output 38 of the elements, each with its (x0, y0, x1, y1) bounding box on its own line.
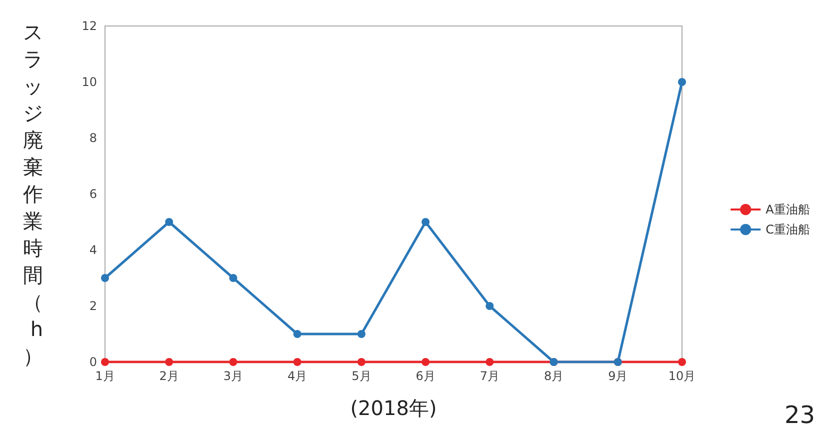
point (229, 358, 238, 366)
point (357, 358, 366, 366)
text: スラッジ廃棄作業時間（h） (23, 20, 43, 368)
legend-label: C重油船 (766, 222, 810, 236)
x-tick-label: 9月 (608, 369, 628, 383)
point (101, 274, 109, 282)
point (678, 78, 686, 86)
y-tick-label: 12 (82, 19, 97, 33)
x-tick-label: 2月 (159, 369, 179, 383)
y-tick-label: 4 (89, 243, 97, 257)
x-tick-label: 10月 (668, 369, 696, 383)
x-tick-label: 8月 (544, 369, 564, 383)
point (229, 274, 238, 282)
point (165, 358, 174, 366)
x-tick-label: 4月 (288, 369, 308, 383)
text: 23 (784, 401, 816, 429)
x-tick-label: 1月 (95, 369, 115, 383)
point (678, 358, 686, 366)
y-tick-label: 6 (89, 187, 97, 201)
point (422, 218, 430, 226)
point (422, 358, 430, 366)
y-tick-label: 10 (82, 75, 97, 89)
y-tick-label: 2 (89, 299, 97, 313)
legend-label: A重油船 (766, 202, 810, 216)
x-axis-title: (2018年) (350, 396, 437, 420)
x-tick-label: 3月 (223, 369, 244, 383)
point (293, 358, 302, 366)
x-tick-label: 6月 (416, 369, 436, 383)
x-tick-label: 7月 (480, 369, 500, 383)
point (357, 330, 366, 338)
y-tick-label: 0 (89, 355, 97, 369)
point (486, 358, 494, 366)
point (165, 218, 174, 226)
x-tick-label: 5月 (352, 369, 372, 383)
point (486, 302, 494, 310)
point (101, 358, 109, 366)
point (293, 330, 302, 338)
y-tick-label: 8 (89, 131, 97, 145)
